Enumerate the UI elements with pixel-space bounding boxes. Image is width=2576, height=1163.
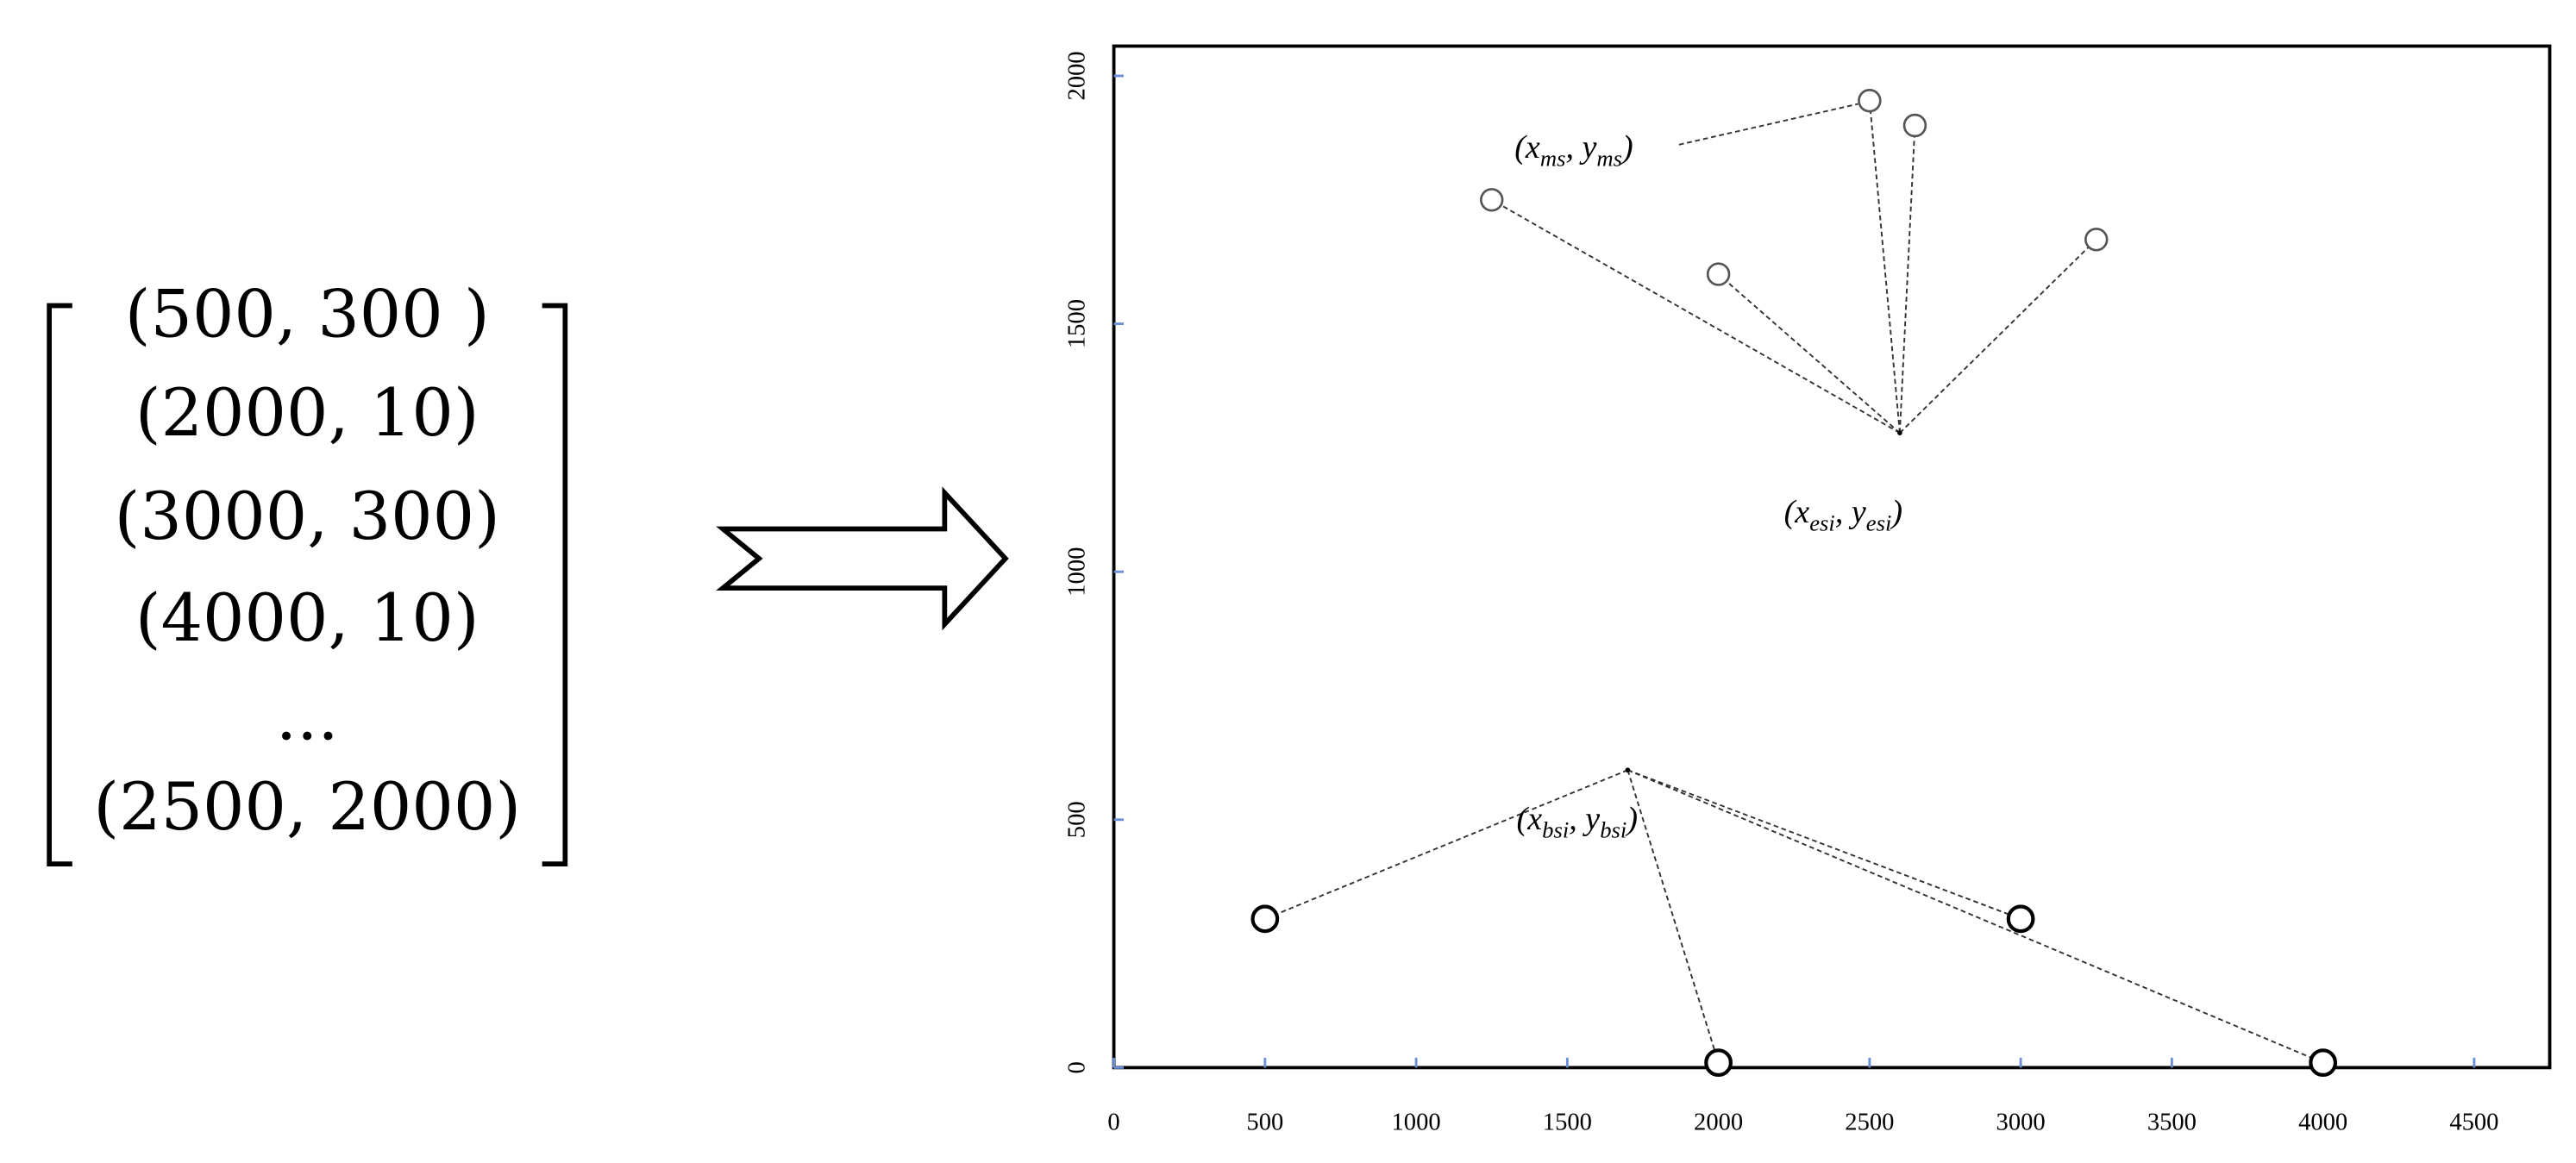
y-tick-label: 1000 <box>1063 547 1090 597</box>
arrow <box>716 486 1009 631</box>
point <box>1858 89 1882 113</box>
hub-label: (xesi, yesi) <box>1784 494 1902 536</box>
label-part: esi <box>1809 510 1835 535</box>
label-part: ) <box>1890 494 1902 530</box>
x-tick-label: 4500 <box>2449 1110 2498 1136</box>
x-tick-label: 0 <box>1107 1110 1119 1136</box>
x-tick-label: 1500 <box>1543 1110 1592 1136</box>
matrix-row: (3000, 300) <box>115 478 500 554</box>
hub-point <box>1897 430 1902 435</box>
x-tick-label: 3000 <box>1996 1110 2046 1136</box>
point <box>1250 904 1280 934</box>
y-tick-label: 1500 <box>1063 299 1090 348</box>
y-tick-label: 0 <box>1063 1061 1090 1073</box>
x-tick-label: 3500 <box>2147 1110 2197 1136</box>
left-bracket <box>47 303 72 867</box>
x-tick-label: 1000 <box>1392 1110 1441 1136</box>
matrix-row: (2000, 10) <box>135 374 479 451</box>
label-part: , y <box>1835 494 1866 530</box>
connector <box>1627 769 2324 1064</box>
matrix-row: (4000, 10) <box>135 579 479 656</box>
matrix-row: ... <box>276 678 339 754</box>
label-part: ms <box>1540 146 1566 172</box>
point <box>1480 188 1504 212</box>
plot-frame <box>1112 44 2552 1070</box>
x-tick-label: 2500 <box>1845 1110 1894 1136</box>
point <box>2006 904 2035 934</box>
label-part: , y <box>1565 129 1596 166</box>
connector <box>1898 125 1916 434</box>
matrix-row: (500, 300 ) <box>125 276 490 353</box>
point <box>1706 262 1731 286</box>
label-part: bsi <box>1600 817 1626 843</box>
label-part: , y <box>1569 801 1600 837</box>
connector <box>1626 769 1720 1063</box>
point <box>2084 228 2109 252</box>
label-part: (x <box>1517 801 1543 837</box>
x-tick-label: 2000 <box>1694 1110 1743 1136</box>
label-part: ) <box>1620 129 1633 166</box>
hub-point <box>1625 767 1631 773</box>
x-tick-label: 500 <box>1246 1110 1283 1136</box>
point <box>2309 1048 2338 1078</box>
label-part: (x <box>1514 129 1540 166</box>
label-part: bsi <box>1542 817 1569 843</box>
point <box>1902 113 1927 138</box>
leader <box>1678 103 1858 146</box>
label-part: esi <box>1866 510 1892 535</box>
y-tick-label: 2000 <box>1063 51 1090 100</box>
connector <box>1868 100 1901 434</box>
right-bracket <box>542 303 568 867</box>
connector <box>1627 769 2021 920</box>
point <box>1704 1048 1733 1078</box>
label-part: ) <box>1625 801 1638 837</box>
connector <box>1717 273 1901 434</box>
label-part: (x <box>1784 494 1810 530</box>
label-part: ms <box>1596 146 1622 172</box>
connector <box>1899 239 2097 434</box>
matrix-row: (2500, 2000) <box>93 768 521 845</box>
hub-label: (xbsi, ybsi) <box>1517 801 1638 843</box>
ms-label: (xms, yms) <box>1514 129 1633 172</box>
x-tick-label: 4000 <box>2298 1110 2347 1136</box>
connector <box>1491 198 1901 434</box>
y-tick-label: 500 <box>1063 801 1090 838</box>
